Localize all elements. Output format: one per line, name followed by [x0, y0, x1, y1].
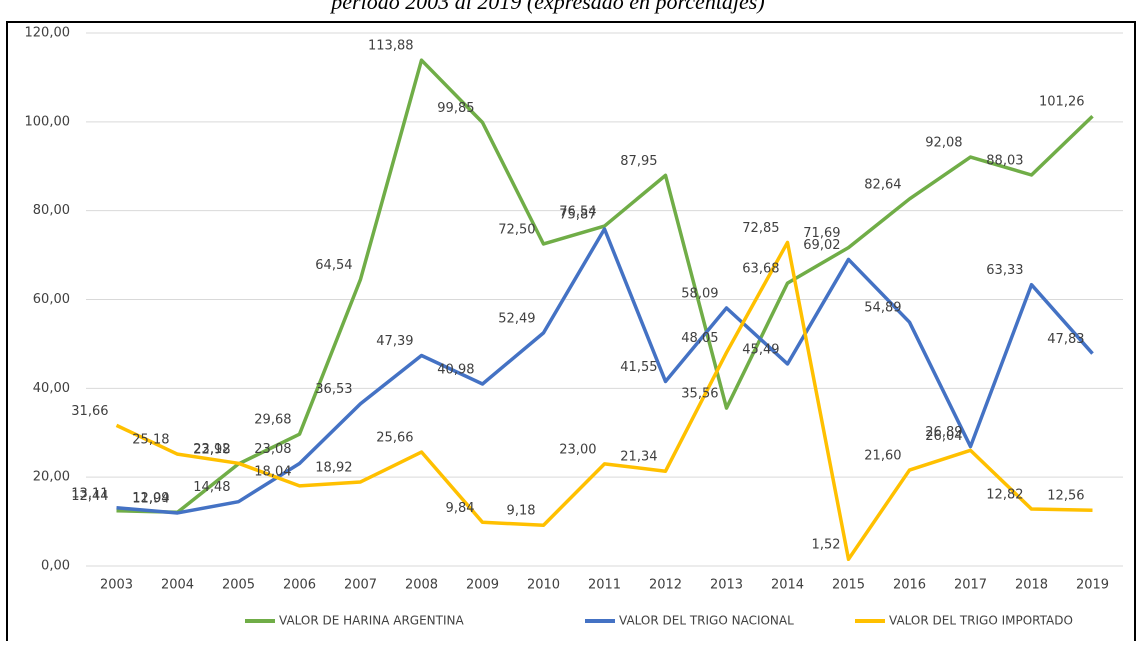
data-label: 71,69 [803, 226, 840, 241]
data-label: 82,64 [864, 177, 901, 192]
data-label: 99,85 [437, 101, 474, 116]
x-tick-label: 2018 [1015, 578, 1048, 593]
data-label: 21,60 [864, 449, 901, 464]
x-tick-label: 2017 [954, 578, 987, 593]
data-label: 12,56 [1047, 489, 1084, 504]
x-tick-label: 2005 [222, 578, 255, 593]
y-tick-label: 100,00 [25, 114, 71, 129]
x-tick-label: 2009 [466, 578, 499, 593]
data-label: 101,26 [1039, 95, 1085, 110]
data-label: 45,49 [742, 342, 779, 357]
y-tick-label: 20,00 [33, 470, 70, 485]
x-tick-label: 2008 [405, 578, 438, 593]
data-label: 12,44 [71, 489, 108, 504]
data-label: 25,66 [376, 431, 413, 446]
data-label: 75,87 [559, 208, 596, 223]
x-tick-label: 2019 [1076, 578, 1109, 593]
data-label: 21,34 [620, 450, 657, 465]
data-label: 63,68 [742, 262, 779, 277]
data-label: 18,04 [254, 464, 291, 479]
data-label: 9,18 [507, 504, 536, 519]
data-label: 11,94 [132, 491, 169, 506]
x-tick-label: 2011 [588, 578, 621, 593]
x-tick-label: 2004 [161, 578, 194, 593]
x-tick-label: 2010 [527, 578, 560, 593]
x-tick-label: 2015 [832, 578, 865, 593]
x-tick-label: 2014 [771, 578, 804, 593]
data-label: 72,50 [498, 222, 535, 237]
data-label: 63,33 [986, 263, 1023, 278]
x-tick-label: 2012 [649, 578, 682, 593]
data-label: 64,54 [315, 258, 352, 273]
data-label: 88,03 [986, 154, 1023, 169]
data-label: 47,83 [1047, 332, 1084, 347]
data-label: 69,02 [803, 238, 840, 253]
data-label: 40,98 [437, 362, 474, 377]
data-label: 25,18 [132, 433, 169, 448]
x-tick-label: 2016 [893, 578, 926, 593]
data-label: 87,95 [620, 154, 657, 169]
data-label: 48,05 [681, 331, 718, 346]
data-label: 12,09 [132, 491, 169, 506]
y-tick-label: 40,00 [33, 381, 70, 396]
series-line [116, 58, 1094, 515]
data-label: 9,84 [446, 501, 475, 516]
data-label: 35,56 [681, 387, 718, 402]
data-label: 92,08 [925, 136, 962, 151]
data-label: 113,88 [368, 39, 414, 54]
series-line [115, 240, 1093, 561]
y-tick-label: 60,00 [33, 292, 70, 307]
data-label: 54,89 [864, 301, 901, 316]
legend-label: VALOR DEL TRIGO IMPORTADO [889, 614, 1073, 628]
data-label: 29,68 [254, 413, 291, 428]
y-tick-label: 0,00 [41, 559, 70, 574]
data-label: 26,04 [925, 429, 962, 444]
y-tick-label: 80,00 [33, 203, 70, 218]
data-label: 47,39 [376, 334, 413, 349]
data-label: 36,53 [315, 382, 352, 397]
data-label: 26,89 [925, 425, 962, 440]
data-label: 76,54 [559, 205, 596, 220]
data-label: 23,12 [193, 442, 230, 457]
chart-frame [6, 21, 1136, 645]
data-label: 14,48 [193, 480, 230, 495]
data-label: 12,82 [986, 488, 1023, 503]
data-label: 72,85 [742, 221, 779, 236]
x-tick-label: 2007 [344, 578, 377, 593]
data-label: 23,08 [254, 442, 291, 457]
series-line [116, 227, 1094, 515]
data-label: 41,55 [620, 360, 657, 375]
legend-label: VALOR DE HARINA ARGENTINA [279, 614, 465, 628]
data-label: 18,92 [315, 460, 352, 475]
data-label: 23,00 [559, 442, 596, 457]
data-label: 58,09 [681, 286, 718, 301]
legend-label: VALOR DEL TRIGO NACIONAL [619, 614, 794, 628]
data-label: 22,98 [193, 442, 230, 457]
x-tick-label: 2013 [710, 578, 743, 593]
data-label: 52,49 [498, 311, 535, 326]
data-label: 13,11 [71, 486, 108, 501]
x-tick-label: 2003 [100, 578, 133, 593]
data-label: 31,66 [71, 404, 108, 419]
data-label: 1,52 [812, 538, 841, 553]
x-tick-label: 2006 [283, 578, 316, 593]
chart-title: período 2003 al 2019 (expresado en porce… [329, 0, 764, 14]
y-tick-label: 120,00 [25, 26, 71, 41]
